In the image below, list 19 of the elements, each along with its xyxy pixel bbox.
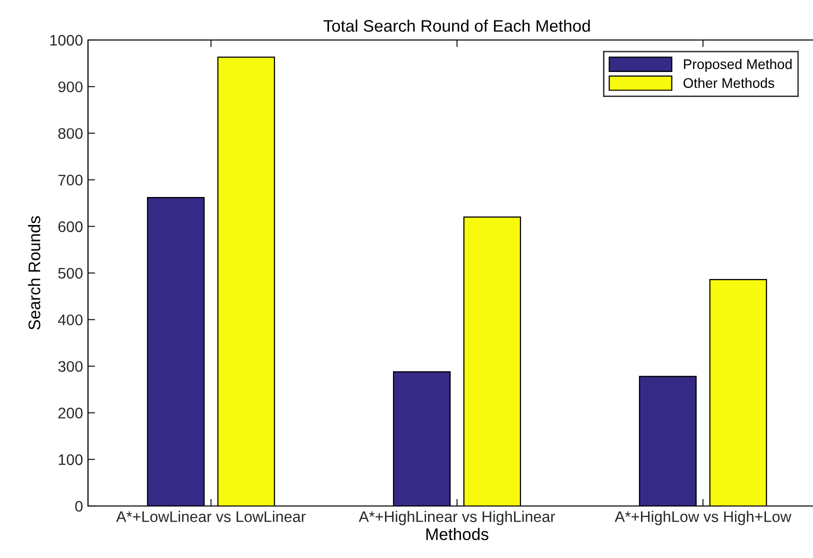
y-tick-label: 600 (58, 221, 83, 232)
y-tick-label: 300 (58, 361, 83, 372)
x-tick-label: A*+HighLinear vs HighLinear (358, 510, 556, 526)
x-tick-label: A*+HighLow vs High+Low (614, 510, 792, 526)
x-axis-title: Methods (426, 528, 488, 540)
y-tick-label: 1000 (50, 34, 83, 46)
x-tick-label: A*+LowLinear vs LowLinear (116, 510, 306, 522)
y-tick-label: 200 (58, 408, 83, 418)
y-axis-title: Search Rounds (28, 216, 40, 330)
y-tick-label: 900 (58, 81, 83, 92)
chart-title: Total Search Round of Each Method (324, 20, 590, 32)
y-tick-label: 700 (58, 174, 83, 186)
y-tick-label: 0 (75, 500, 83, 512)
legend-label: Other Methods (684, 78, 774, 88)
y-tick-label: 400 (58, 314, 83, 326)
y-tick-label: 800 (58, 128, 83, 139)
y-tick-label: 100 (58, 454, 83, 466)
legend-label: Proposed Method (684, 58, 792, 72)
y-tick-label: 500 (58, 268, 83, 279)
